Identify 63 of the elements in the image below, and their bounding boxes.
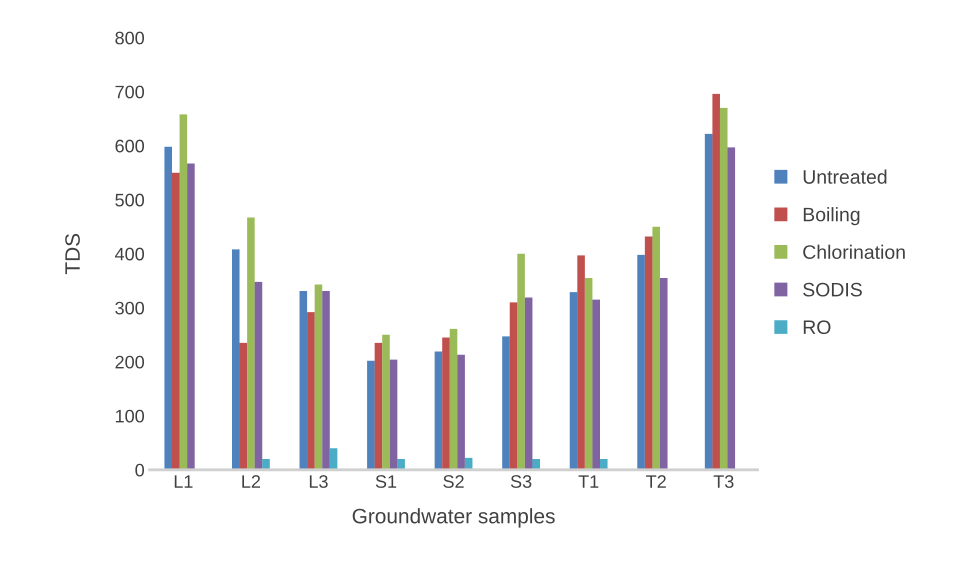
bar — [390, 360, 398, 470]
bar — [322, 291, 330, 470]
bar — [314, 284, 322, 470]
bar — [232, 249, 240, 470]
bar — [592, 300, 600, 470]
y-tick-label: 0 — [135, 464, 144, 477]
bar — [262, 458, 270, 470]
bar — [442, 337, 450, 470]
legend-label: Untreated — [804, 170, 886, 184]
x-tick-label: S2 — [443, 475, 464, 488]
bar — [584, 278, 592, 470]
bar — [652, 226, 660, 470]
bar — [450, 328, 458, 470]
y-tick-label: 400 — [115, 248, 144, 260]
bar — [720, 108, 728, 470]
bar — [577, 255, 585, 470]
bar — [180, 114, 188, 470]
bar — [510, 302, 518, 470]
x-tick-label: L3 — [310, 475, 328, 488]
x-tick-label: T1 — [578, 475, 598, 488]
bar — [502, 336, 510, 470]
legend-label: RO — [804, 320, 830, 334]
x-tick-label: S3 — [510, 475, 532, 488]
bar — [644, 236, 652, 470]
legend-label: Boiling — [804, 207, 860, 226]
bar — [374, 342, 382, 470]
y-tick-label: 800 — [115, 32, 144, 44]
bar — [434, 352, 442, 470]
y-tick-label: 700 — [116, 86, 144, 98]
bar — [728, 147, 736, 470]
bar — [382, 334, 390, 470]
bar — [300, 291, 308, 470]
bar — [570, 292, 578, 470]
bar — [367, 360, 375, 470]
bar — [307, 312, 315, 470]
legend-label: SODIS — [803, 282, 862, 297]
bar — [524, 298, 532, 470]
legend-label: Chlorination — [803, 244, 905, 259]
bar — [330, 448, 338, 470]
y-tick-label: 500 — [115, 194, 144, 206]
bar — [457, 354, 465, 470]
x-tick-label: L1 — [174, 475, 193, 488]
bar — [517, 254, 525, 470]
x-tick-label: T3 — [714, 475, 734, 488]
bar — [660, 278, 668, 470]
y-tick-label: 300 — [115, 302, 144, 314]
bar — [712, 94, 720, 470]
x-axis-title: Groundwater samples — [352, 508, 555, 528]
bar — [704, 134, 712, 470]
y-tick-label: 100 — [116, 410, 144, 423]
bar — [637, 254, 645, 470]
y-tick-label: 600 — [116, 140, 144, 152]
bar — [172, 172, 180, 470]
x-tick-label: T2 — [646, 475, 666, 488]
bar — [254, 282, 262, 470]
bar — [240, 342, 248, 470]
x-tick-label: L2 — [242, 475, 260, 488]
bar — [164, 146, 172, 470]
bar — [187, 164, 195, 470]
y-tick-label: 200 — [116, 356, 144, 368]
x-tick-label: S1 — [376, 475, 396, 488]
y-axis-title: TDS — [65, 234, 80, 274]
bar — [247, 218, 255, 470]
